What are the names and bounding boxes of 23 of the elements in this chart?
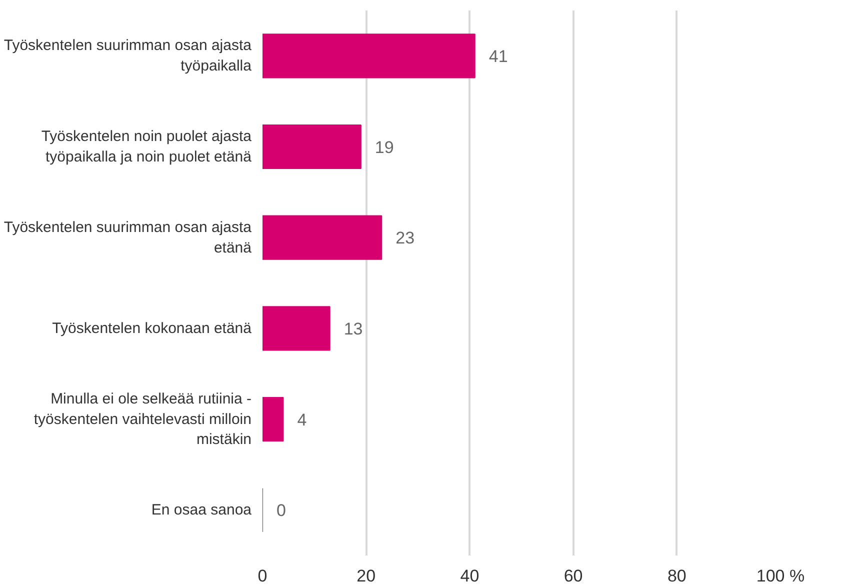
x-tick-label: 20 xyxy=(356,566,376,586)
data-label: 4 xyxy=(297,410,307,430)
data-label: 19 xyxy=(374,138,394,157)
data-label: 13 xyxy=(344,319,363,338)
x-tick-label: 60 xyxy=(564,566,583,586)
y-tick-label: Työskentelen suurimman osan ajasta etänä xyxy=(4,218,252,256)
data-label: 23 xyxy=(396,228,415,248)
data-label: 0 xyxy=(276,501,286,520)
x-tick-label: 100 % xyxy=(756,566,805,586)
y-tick-label: Työskentelen kokonaan etänä xyxy=(52,320,252,337)
x-tick-label: 80 xyxy=(667,566,686,586)
y-tick-label: Työskentelen suurimman osan ajasta työpaikalla xyxy=(4,37,252,75)
y-tick-label: Työskentelen noin puolet ajasta työpaikalla ja noin puolet etänä xyxy=(41,128,252,166)
data-label: 41 xyxy=(488,46,508,66)
bar xyxy=(262,124,362,170)
y-tick-label: En osaa sanoa xyxy=(151,502,252,519)
bar xyxy=(262,34,476,78)
x-tick-label: 40 xyxy=(460,566,480,586)
bar xyxy=(262,396,284,442)
bar xyxy=(262,306,330,351)
y-tick-label: Minulla ei ole selkeää rutiinia - työskentelen vaihtelevasti milloin mistäkin xyxy=(34,390,252,448)
x-tick-label: 0 xyxy=(258,566,268,586)
bar xyxy=(262,215,382,260)
